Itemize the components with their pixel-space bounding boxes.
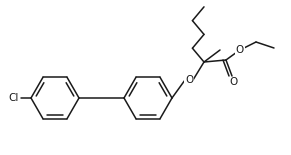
Text: O: O	[185, 75, 193, 85]
Text: O: O	[236, 45, 244, 55]
Text: Cl: Cl	[9, 93, 19, 103]
Text: O: O	[230, 77, 238, 87]
